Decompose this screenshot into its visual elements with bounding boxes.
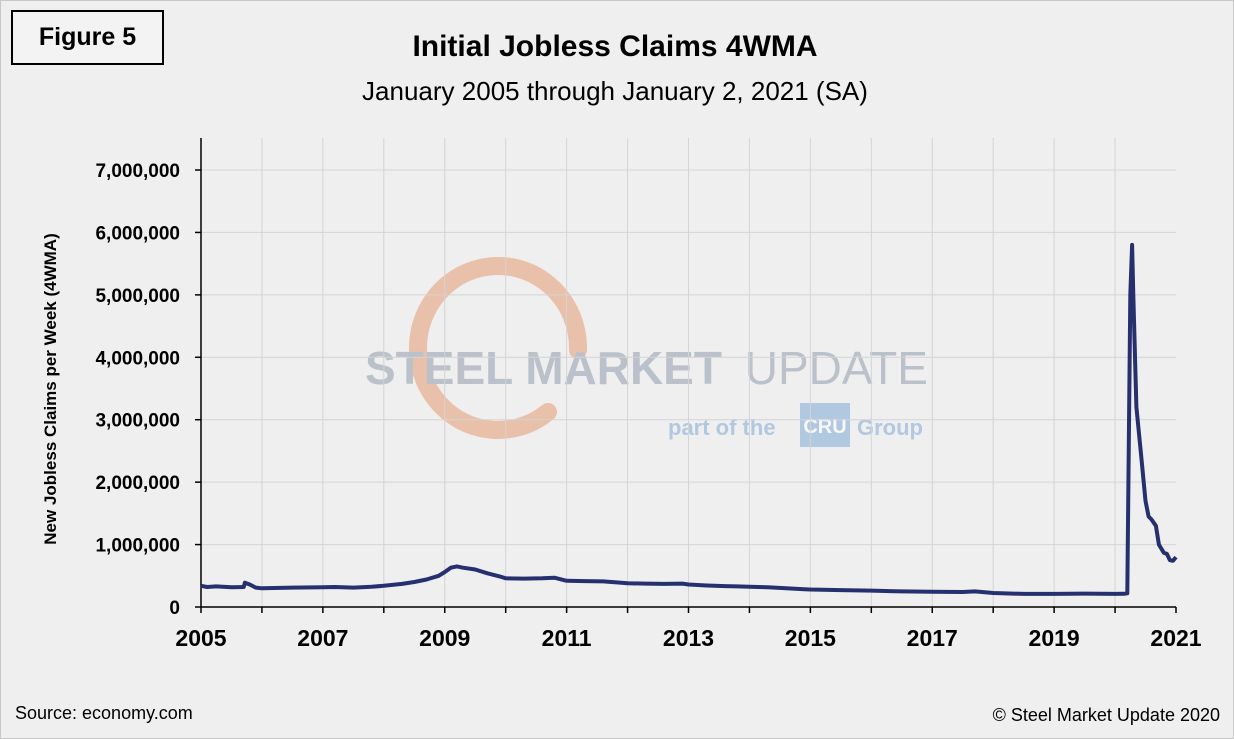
grid [201,138,1176,607]
watermark-light-text: UPDATE [745,342,928,394]
watermark-bold-text: STEEL MARKET [365,342,722,394]
x-tick-label: 2013 [663,625,714,651]
chart-title: Initial Jobless Claims 4WMA [412,30,818,63]
x-axis-ticks: 2005 2007 2009 2011 2013 2015 2017 2019 2021 [175,607,1202,651]
y-tick-label: 1,000,000 [95,536,180,557]
y-axis-ticks: 0 1,000,000 2,000,000 3,000,000 4,000,000 5,0… [95,161,201,619]
copyright-note: © Steel Market Update 2020 [992,705,1220,725]
y-tick-label: 5,000,000 [95,286,180,307]
chart-subtitle: January 2005 through January 2, 2021 (SA… [362,76,868,106]
source-note: Source: economy.com [15,703,193,723]
watermark-arc [409,257,588,439]
x-tick-label: 2019 [1029,625,1080,651]
y-tick-label: 3,000,000 [95,411,180,432]
figure-label: Figure 5 [11,10,164,65]
x-tick-label: 2007 [297,625,348,651]
series-line [200,242,1178,596]
x-tick-label: 2011 [542,625,592,651]
y-axis-label: New Jobless Claims per Week (4WMA) [41,233,60,544]
y-tick-label: 6,000,000 [95,223,180,244]
x-tick-label: 2015 [785,625,836,651]
watermark-cru-logo [800,403,850,447]
watermark-sub-right: Group [857,415,923,440]
y-tick-label: 0 [169,598,180,619]
y-tick-label: 2,000,000 [95,473,180,494]
watermark-cru-text: CRU [803,416,846,438]
watermark-sub-left: part of the [668,415,776,440]
x-tick-label: 2021 [1150,625,1201,651]
svg-text:STEEL MARKET UPDATE: STEEL MARKET UPDATE [365,342,928,394]
x-tick-label: 2009 [419,625,470,651]
watermark: STEEL MARKET UPDATE part of the CRU Grou… [365,257,928,447]
x-tick-label: 2005 [175,625,226,651]
y-tick-label: 7,000,000 [95,161,180,182]
x-tick-label: 2017 [907,625,958,651]
y-tick-label: 4,000,000 [95,348,180,369]
